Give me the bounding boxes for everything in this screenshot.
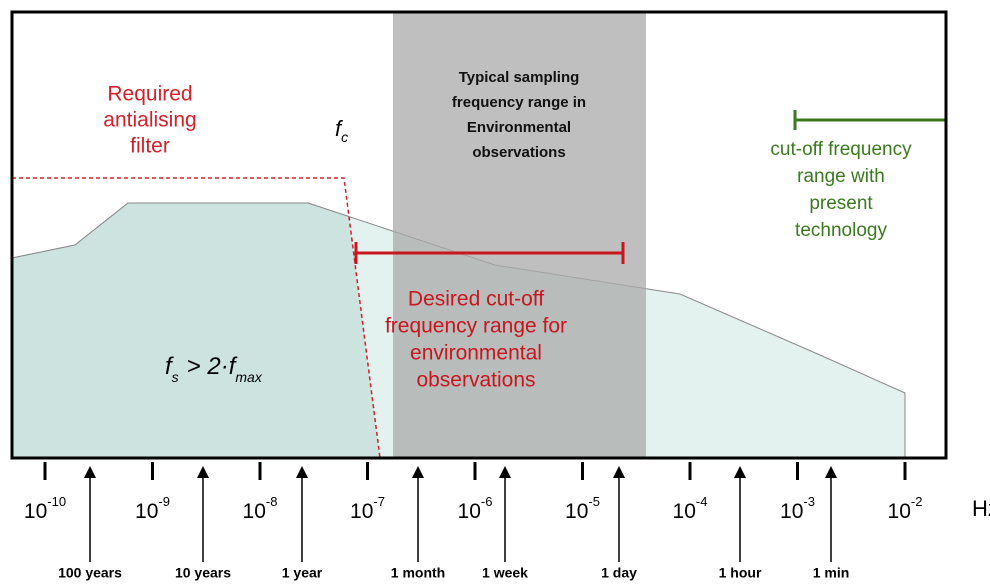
- axis: 10-10 10-9 10-8 10-7 10-6 10-5 10-4 10-3 10-2100…: [24, 462, 923, 581]
- axis-unit: Hz: [972, 496, 990, 521]
- tick-exp: -4: [696, 494, 708, 509]
- tick-base: 10: [243, 500, 266, 523]
- desired-label: Desired cut-off: [408, 288, 544, 311]
- tick-exp: -3: [803, 494, 815, 509]
- present-range: [793, 110, 946, 130]
- antialiasing-label: antialising: [103, 109, 196, 132]
- band-label: observations: [472, 144, 565, 161]
- sampling-band: [393, 12, 646, 458]
- time-label: 100 years: [58, 565, 122, 581]
- formula: fs > 2·fmax: [165, 353, 263, 384]
- axis-tick-label: 10-7: [350, 494, 385, 522]
- frame: [10, 10, 948, 460]
- band-label: Environmental: [467, 119, 571, 136]
- time-label: 1 month: [391, 565, 445, 581]
- time-label: 1 min: [813, 565, 850, 581]
- spectrum-area-filtered: [11, 202, 380, 458]
- tick-base: 10: [458, 500, 481, 523]
- antialiasing-label: filter: [130, 135, 170, 158]
- tick-base: 10: [24, 500, 47, 523]
- tick-exp: -9: [158, 494, 170, 509]
- band-label: Typical sampling: [459, 69, 580, 86]
- antialiasing-label: Required: [107, 83, 192, 106]
- tick-exp: -6: [481, 494, 493, 509]
- labels: Required antialising filter Typical samplin…: [103, 69, 912, 392]
- tick-base: 10: [350, 500, 373, 523]
- axis-tick-label: 10-4: [673, 494, 708, 522]
- tick-exp: -5: [588, 494, 600, 509]
- tick-base: 10: [673, 500, 696, 523]
- present-label: range with: [797, 166, 885, 187]
- band-label: frequency range in: [452, 94, 586, 111]
- desired-label: frequency range for: [385, 315, 567, 338]
- axis-tick-label: 10-5: [565, 494, 600, 522]
- time-label: 1 week: [482, 565, 528, 581]
- axis-tick-label: 10-6: [458, 494, 493, 522]
- tick-base: 10: [565, 500, 588, 523]
- tick-exp: -2: [911, 494, 923, 509]
- tick-base: 10: [780, 500, 803, 523]
- tick-base: 10: [888, 500, 911, 523]
- present-label: technology: [795, 220, 887, 241]
- desired-range: [354, 242, 625, 264]
- tick-base: 10: [135, 500, 158, 523]
- time-label: 1 year: [282, 565, 323, 581]
- tick-exp: -8: [266, 494, 278, 509]
- axis-tick-label: 10-10: [24, 494, 66, 522]
- time-label: 1 day: [601, 565, 637, 581]
- desired-label: environmental: [410, 342, 542, 365]
- antialiasing-filter: [12, 177, 381, 459]
- tick-exp: -10: [47, 494, 66, 509]
- present-label: present: [809, 193, 873, 214]
- axis-tick-label: 10-2: [888, 494, 923, 522]
- axis-tick-label: 10-3: [780, 494, 815, 522]
- desired-label: observations: [416, 369, 535, 392]
- time-label: 10 years: [175, 565, 231, 581]
- present-label: cut-off frequency: [770, 139, 912, 160]
- axis-tick-label: 10-9: [135, 494, 170, 522]
- fc-label: fc: [335, 116, 348, 145]
- time-label: 1 hour: [719, 565, 762, 581]
- axis-tick-label: 10-8: [243, 494, 278, 522]
- tick-exp: -7: [373, 494, 385, 509]
